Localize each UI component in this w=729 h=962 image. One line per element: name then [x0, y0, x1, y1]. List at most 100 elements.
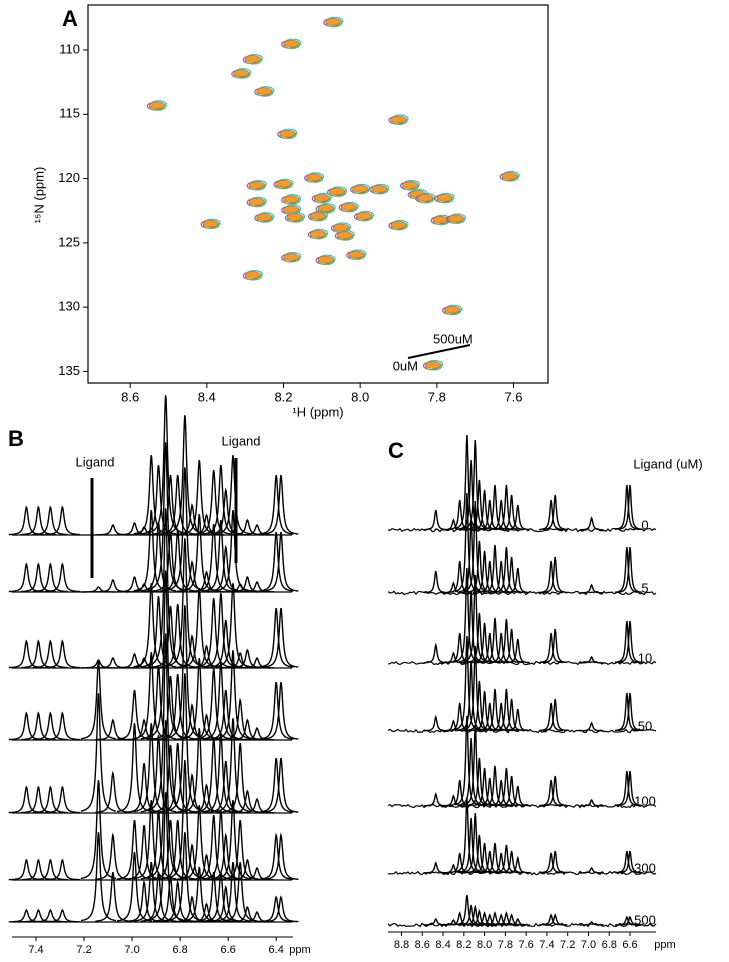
peak: [539, 560, 564, 594]
peak: [454, 715, 480, 806]
x-tick-label: 8.6: [415, 939, 430, 951]
peak: [80, 832, 117, 922]
panel-label: A: [62, 6, 78, 31]
peak: [239, 866, 275, 881]
peak: [454, 797, 480, 873]
peak: [32, 562, 68, 593]
peak: [539, 913, 564, 926]
peak: [32, 785, 68, 814]
y-tick-label: 125: [58, 234, 80, 249]
peak: [32, 858, 68, 881]
peak: [423, 861, 448, 874]
peak: [126, 657, 162, 669]
peak: [245, 271, 261, 279]
peak: [95, 770, 131, 814]
peak: [167, 760, 203, 879]
peak: [348, 250, 365, 259]
peak: [258, 474, 294, 535]
peak: [44, 505, 80, 536]
peak: [116, 521, 152, 536]
peak: [8, 858, 44, 881]
peak: [263, 895, 299, 923]
peak: [314, 194, 330, 202]
peak: [505, 567, 530, 594]
x-tick-label: 8.2: [456, 939, 471, 951]
peak: [283, 205, 299, 214]
peak: [8, 711, 44, 741]
peak: [203, 871, 239, 922]
peak: [543, 494, 568, 531]
peak: [215, 718, 251, 813]
peak: [202, 219, 219, 228]
peak: [317, 255, 334, 264]
peak: [287, 213, 303, 221]
peak: [95, 871, 131, 922]
x-tick-label: 7.8: [498, 939, 513, 951]
x-tick-label: 6.6: [622, 939, 637, 951]
peak: [116, 652, 152, 669]
peak: [579, 516, 604, 531]
peak: [505, 855, 530, 874]
peak: [188, 570, 224, 593]
x-tick-label: 6.4: [269, 944, 284, 956]
peak: [501, 172, 518, 180]
x-tick-label: 6.8: [602, 939, 617, 951]
peak: [441, 719, 466, 732]
peak: [279, 129, 296, 138]
peak: [423, 570, 448, 594]
peak: [463, 725, 488, 806]
panel-label: B: [8, 426, 24, 451]
peak: [32, 711, 68, 741]
peak: [263, 474, 299, 535]
peak: [441, 863, 466, 874]
peak: [617, 546, 643, 593]
x-tick-label: 7.8: [428, 389, 446, 404]
peak: [617, 770, 643, 807]
peak: [499, 628, 524, 664]
plot-frame: [87, 4, 549, 384]
peak: [283, 195, 299, 203]
peak: [245, 55, 261, 63]
peak: [283, 253, 299, 261]
peak: [195, 667, 232, 740]
peak: [423, 642, 448, 664]
peak: [417, 194, 434, 202]
peak: [159, 879, 196, 923]
peak: [499, 698, 524, 732]
peak: [8, 785, 44, 814]
peak: [167, 467, 203, 591]
x-axis-label: ¹H (ppm): [292, 404, 343, 419]
peak: [44, 785, 80, 814]
peak: [543, 698, 568, 732]
peak: [80, 780, 117, 880]
y-tick-label: 115: [59, 106, 80, 121]
peak: [222, 651, 258, 669]
series-label: 300: [634, 860, 656, 875]
peak: [425, 361, 441, 369]
series-label: 5: [641, 580, 648, 595]
peak: [133, 861, 169, 922]
series-label: 0: [641, 517, 648, 532]
peak: [263, 531, 299, 592]
peak: [617, 484, 643, 530]
series-label: 500: [634, 912, 656, 927]
peak: [248, 198, 265, 206]
peak: [352, 185, 368, 193]
peak: [32, 908, 68, 923]
peak: [340, 203, 357, 211]
peak: [499, 775, 524, 807]
peak: [390, 115, 407, 124]
peak: [208, 760, 244, 813]
peak: [275, 180, 292, 188]
peak: [80, 660, 116, 740]
peak: [579, 867, 604, 874]
peak: [239, 581, 275, 593]
x-tick-label: 7.0: [581, 939, 596, 951]
peak: [8, 562, 44, 593]
peak: [149, 101, 165, 109]
x-tick-label: 8.0: [477, 939, 492, 951]
peak: [188, 713, 224, 741]
peak: [441, 651, 466, 664]
annotation: Ligand: [75, 454, 114, 469]
peak: [538, 702, 564, 732]
